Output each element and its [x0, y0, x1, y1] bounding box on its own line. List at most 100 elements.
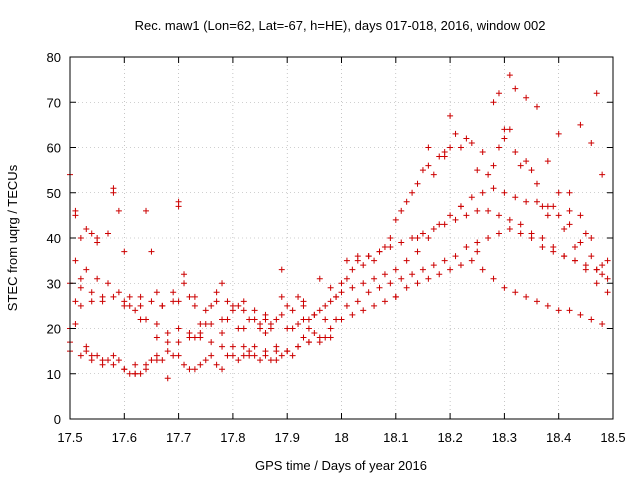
data-point — [327, 325, 334, 332]
data-point — [88, 289, 95, 296]
axis-ticks: 17.5 17.6 17.7 17.8 17.9 18 18.1 18.2 18.3 18.4 18… — [47, 50, 626, 445]
data-point — [441, 221, 448, 228]
x-axis-label: GPS time / Days of year 2016 — [255, 458, 427, 473]
data-point — [257, 357, 264, 364]
data-point — [327, 298, 334, 305]
data-point — [94, 235, 101, 241]
data-point — [175, 325, 182, 332]
data-point — [153, 320, 160, 327]
data-point — [235, 325, 242, 332]
data-point — [316, 339, 323, 346]
x-tick-label: 17.6 — [112, 430, 137, 445]
data-point — [333, 293, 340, 300]
data-point — [555, 307, 562, 314]
data-point — [365, 289, 372, 296]
data-point — [544, 158, 551, 165]
data-point — [311, 330, 318, 337]
data-point — [219, 316, 226, 323]
data-point — [387, 280, 394, 287]
data-point — [186, 366, 193, 373]
data-point — [604, 257, 611, 264]
y-tick-label: 70 — [47, 95, 61, 110]
data-point — [164, 375, 171, 382]
data-point — [159, 357, 166, 364]
data-point — [409, 189, 416, 196]
data-point — [251, 352, 258, 359]
data-point — [533, 298, 540, 305]
data-point — [148, 298, 155, 305]
data-point — [132, 307, 139, 314]
data-point — [208, 352, 215, 359]
data-point — [175, 352, 182, 359]
data-point — [175, 203, 182, 210]
data-point — [219, 343, 226, 350]
data-point — [566, 307, 573, 314]
data-point — [94, 352, 101, 359]
x-tick-label: 18.5 — [600, 430, 625, 445]
data-point — [327, 284, 334, 291]
y-tick-label: 0 — [54, 412, 61, 427]
data-point — [148, 248, 155, 255]
data-point — [555, 212, 562, 219]
data-point — [468, 194, 475, 201]
data-point — [311, 311, 318, 318]
data-point — [550, 244, 557, 251]
data-point — [284, 325, 291, 332]
data-point — [577, 311, 584, 318]
data-point — [208, 339, 215, 346]
data-point — [224, 316, 231, 323]
data-point — [213, 289, 220, 296]
data-point — [468, 257, 475, 264]
data-point — [561, 225, 568, 232]
data-point — [506, 126, 513, 133]
data-point — [533, 103, 540, 110]
data-point — [148, 357, 155, 364]
data-point — [99, 361, 106, 368]
data-point — [338, 280, 345, 287]
data-point — [387, 244, 394, 251]
data-point — [419, 230, 426, 237]
data-point — [126, 293, 133, 300]
data-point — [137, 370, 144, 377]
data-point — [425, 235, 432, 241]
data-point — [126, 370, 133, 377]
data-point — [72, 212, 79, 219]
data-point — [571, 257, 578, 264]
data-point — [447, 144, 454, 151]
data-point — [419, 266, 426, 273]
data-point — [300, 316, 307, 323]
data-point — [463, 212, 470, 219]
x-tick-label: 18.1 — [383, 430, 408, 445]
data-point — [425, 275, 432, 282]
data-point — [191, 293, 198, 300]
data-point — [360, 262, 367, 269]
data-point — [457, 262, 464, 269]
data-point — [159, 302, 166, 309]
data-point — [143, 366, 150, 373]
data-point — [463, 244, 470, 251]
y-tick-label: 40 — [47, 231, 61, 246]
data-point — [115, 289, 122, 296]
data-point — [544, 212, 551, 219]
data-point — [295, 320, 302, 327]
data-point — [561, 253, 568, 260]
data-point — [544, 203, 551, 210]
data-point — [588, 253, 595, 260]
data-point — [229, 352, 236, 359]
data-point — [398, 275, 405, 282]
data-point — [219, 280, 226, 287]
data-point — [273, 357, 280, 364]
data-point — [197, 330, 204, 337]
data-point — [360, 280, 367, 287]
data-point — [371, 257, 378, 264]
data-point — [197, 320, 204, 327]
y-tick-label: 80 — [47, 50, 61, 65]
data-point — [452, 253, 459, 260]
data-point — [229, 343, 236, 350]
data-point — [77, 352, 84, 359]
data-point — [490, 99, 497, 106]
data-point — [479, 266, 486, 273]
data-point — [577, 121, 584, 128]
data-point — [555, 189, 562, 196]
data-point — [425, 144, 432, 151]
